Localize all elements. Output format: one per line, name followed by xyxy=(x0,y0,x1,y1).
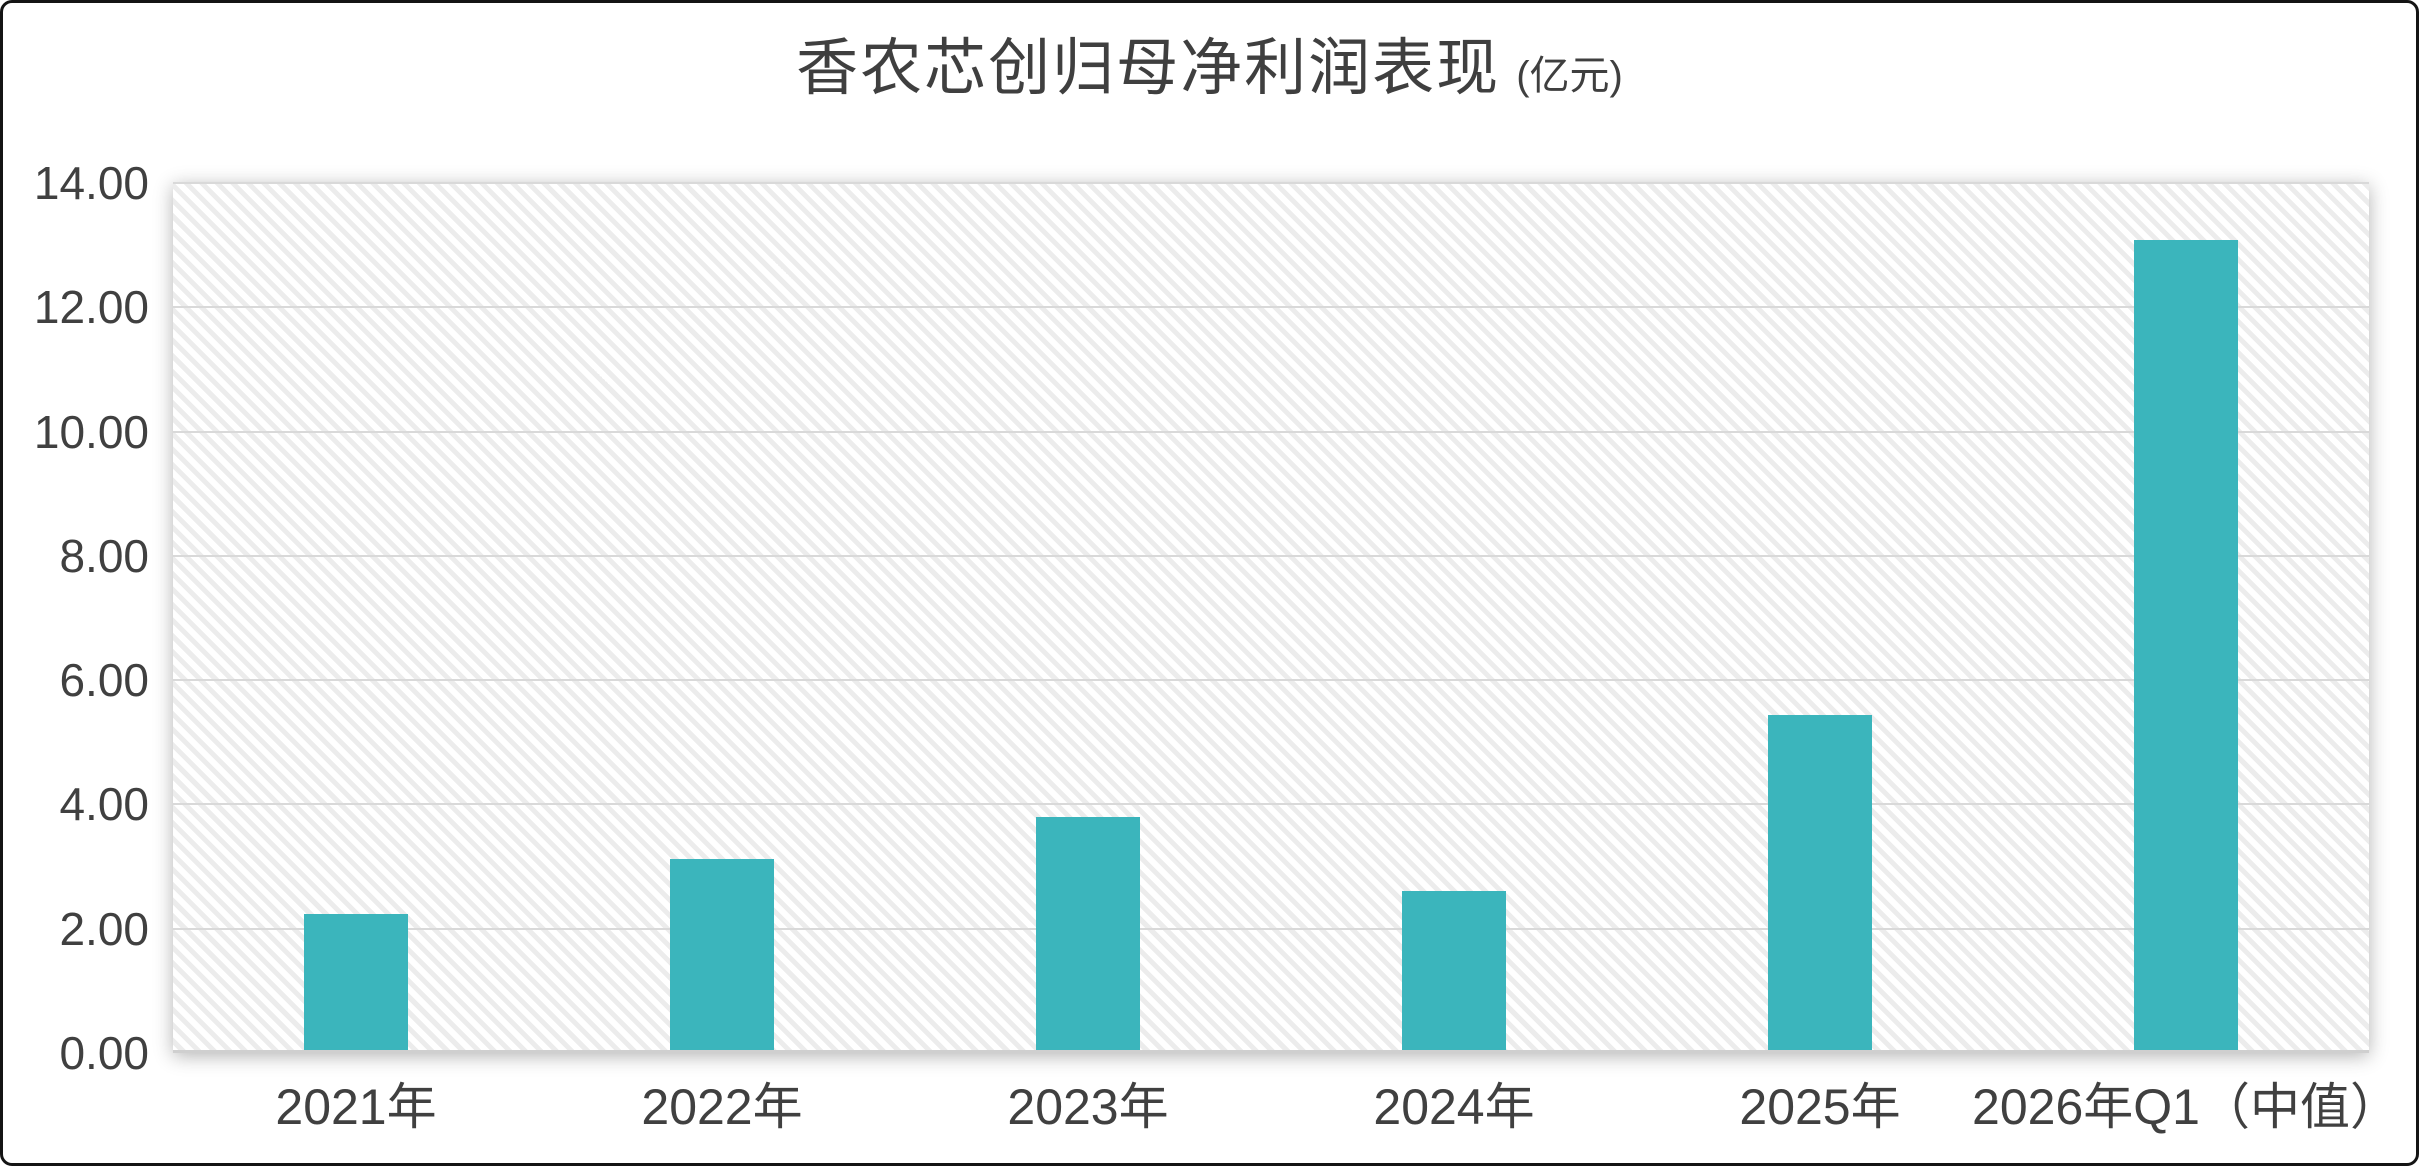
plot-area xyxy=(173,182,2369,1053)
chart-title-unit: (亿元) xyxy=(1516,54,1623,98)
gridline xyxy=(173,430,2369,433)
gridline xyxy=(173,927,2369,930)
y-axis-tick-label: 8.00 xyxy=(59,529,149,582)
y-axis-tick-label: 10.00 xyxy=(33,405,149,458)
y-axis-tick-label: 6.00 xyxy=(59,654,149,707)
bar xyxy=(1768,714,1872,1053)
gridline xyxy=(173,306,2369,309)
gridline xyxy=(173,554,2369,557)
gridline xyxy=(173,803,2369,806)
x-axis-category-label: 2026年Q1（中值） xyxy=(1972,1079,2400,1135)
bar xyxy=(1036,817,1140,1053)
gridline xyxy=(173,679,2369,682)
bar xyxy=(2134,239,2238,1053)
y-axis-tick-label: 4.00 xyxy=(59,778,149,831)
y-axis-tick-label: 2.00 xyxy=(59,902,149,955)
x-axis-line xyxy=(173,1050,2369,1053)
chart-title: 香农芯创归母净利润表现 (亿元) xyxy=(3,34,2416,103)
bar xyxy=(670,858,774,1053)
x-axis-category-label: 2025年 xyxy=(1739,1079,1901,1135)
x-axis-category-label: 2024年 xyxy=(1373,1079,1535,1135)
y-axis-tick-label: 0.00 xyxy=(59,1027,149,1079)
x-axis-category-label: 2021年 xyxy=(275,1079,437,1135)
bar xyxy=(304,913,408,1053)
y-axis-tick-label: 12.00 xyxy=(33,281,149,334)
chart-title-text: 香农芯创归母净利润表现 xyxy=(796,34,1501,103)
x-axis-category-label: 2023年 xyxy=(1007,1079,1169,1135)
gridline xyxy=(173,182,2369,184)
bar xyxy=(1402,890,1506,1053)
y-axis-tick-label: 14.00 xyxy=(33,157,149,209)
x-axis-category-label: 2022年 xyxy=(641,1079,803,1135)
